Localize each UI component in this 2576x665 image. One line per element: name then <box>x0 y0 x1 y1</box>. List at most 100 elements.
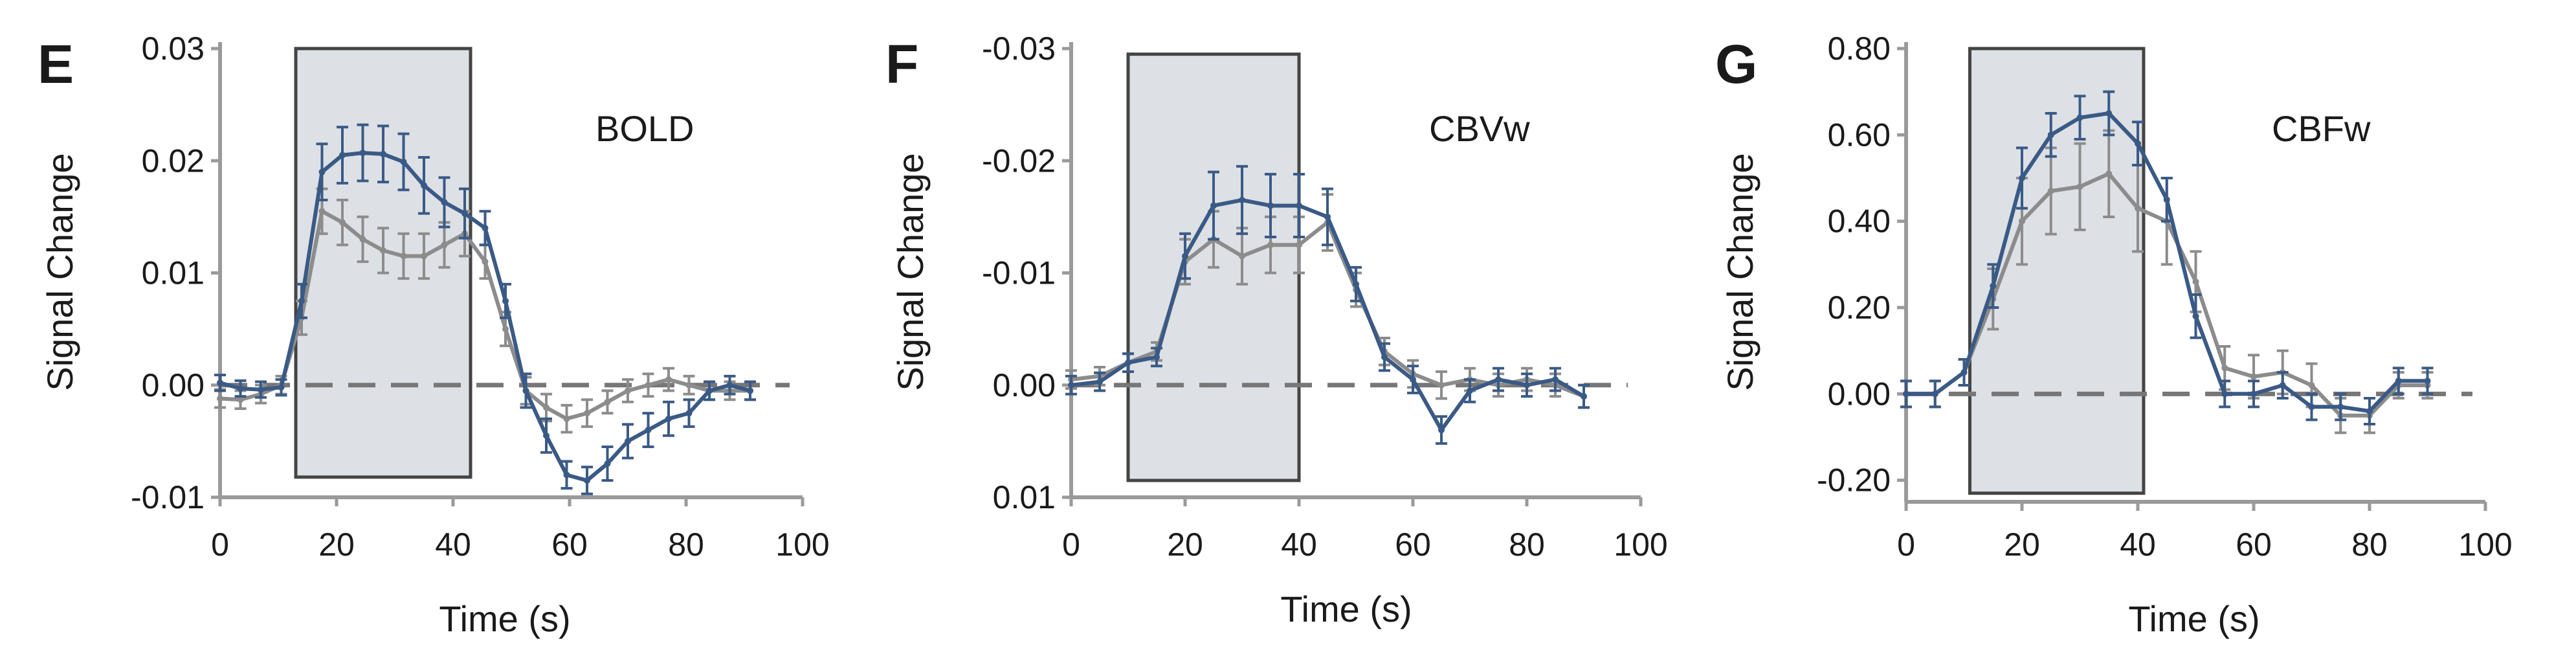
panel-e: E BOLD Signal Change Time (s) -0.01 0.00 0… <box>38 30 830 639</box>
data-point <box>604 460 611 468</box>
x-tick-label: 60 <box>1395 526 1431 563</box>
x-tick-label: 60 <box>2236 526 2272 563</box>
x-tick-label: 20 <box>318 526 355 563</box>
x-tick-label: 40 <box>2120 526 2156 563</box>
data-point <box>1410 376 1416 383</box>
data-point <box>318 208 326 215</box>
data-point <box>441 242 448 249</box>
data-point <box>421 182 427 189</box>
data-point <box>2192 278 2199 285</box>
x-tick-label: 80 <box>668 526 704 563</box>
panel-f: F CBVw Signal Change Time (s) 0.01 0.00 -0… <box>885 30 1668 629</box>
panel-g: G CBFw Signal Change Time (s) -0.20 0.00 0… <box>1715 30 2513 639</box>
x-tick-label: 0 <box>1897 526 1915 563</box>
data-point <box>747 387 753 394</box>
data-point <box>1210 202 1217 209</box>
data-point <box>1153 354 1160 361</box>
y-tick-label: -0.03 <box>982 30 1056 67</box>
data-point <box>359 150 366 157</box>
data-point <box>1296 202 1302 209</box>
data-point <box>1324 213 1331 220</box>
data-point <box>1960 369 1968 376</box>
y-tick-label: 0.03 <box>142 30 205 67</box>
data-point <box>1182 253 1188 260</box>
data-point <box>2308 403 2315 411</box>
y-tick-label: -0.02 <box>982 142 1056 179</box>
plot-area: -0.20 0.00 0.20 0.40 0.60 0.80 0 20 40 60 80 100 <box>1817 30 2513 563</box>
data-point <box>665 415 672 422</box>
x-tick-label: 80 <box>1509 526 1545 563</box>
x-tick-label: 100 <box>775 526 829 563</box>
data-point <box>2279 382 2286 389</box>
data-point <box>1552 376 1559 383</box>
data-point <box>604 398 611 405</box>
data-point <box>1267 242 1274 249</box>
data-point <box>645 381 652 389</box>
data-point <box>543 432 550 439</box>
data-point <box>482 258 489 265</box>
data-point <box>237 385 244 392</box>
panel-letter: E <box>38 34 74 95</box>
data-point <box>685 381 693 389</box>
data-point <box>2424 378 2431 385</box>
x-tick-label: 40 <box>1281 526 1317 563</box>
data-point <box>665 376 672 383</box>
x-tick-label: 20 <box>2004 526 2040 563</box>
y-tick-label: 0.02 <box>142 142 205 179</box>
plot-area: -0.01 0.00 0.01 0.02 0.03 0 20 40 60 80 100 <box>131 30 830 563</box>
data-point <box>217 379 223 387</box>
data-point <box>625 438 631 445</box>
data-point <box>2250 390 2257 398</box>
data-point <box>2221 390 2228 398</box>
data-point <box>563 471 570 479</box>
y-tick-label: -0.01 <box>982 255 1056 291</box>
data-point <box>1524 381 1530 389</box>
y-axis-label: Signal Change <box>1720 153 1760 390</box>
data-point <box>1467 387 1473 394</box>
data-point <box>1239 196 1245 203</box>
data-point <box>2192 313 2199 320</box>
data-point <box>1581 393 1587 400</box>
data-point <box>1438 381 1445 389</box>
x-tick-label: 20 <box>1167 526 1203 563</box>
data-point <box>2105 170 2113 177</box>
data-point <box>1495 376 1502 383</box>
x-axis-label: Time (s) <box>2128 598 2260 639</box>
data-point <box>502 326 509 333</box>
panel-title: CBVw <box>1429 108 1530 149</box>
data-point <box>339 152 346 159</box>
data-point <box>217 395 223 402</box>
data-point <box>1931 390 1938 398</box>
data-point <box>441 199 448 206</box>
data-point <box>318 168 326 175</box>
data-point <box>2135 140 2141 147</box>
data-point <box>258 386 264 393</box>
series-series-a <box>214 123 756 495</box>
panel-title: BOLD <box>595 108 694 149</box>
y-tick-label: 0.80 <box>1828 30 1891 67</box>
data-point <box>1296 242 1302 249</box>
data-point <box>2047 131 2054 139</box>
y-tick-label: -0.20 <box>1817 462 1891 499</box>
x-tick-label: 40 <box>435 526 471 563</box>
data-point <box>2076 114 2083 121</box>
panel-letter: F <box>885 34 918 95</box>
data-point <box>2105 110 2113 117</box>
data-point <box>2395 378 2402 385</box>
data-point <box>543 404 550 411</box>
x-tick-label: 100 <box>2458 526 2512 563</box>
data-point <box>2308 382 2315 389</box>
x-tick-label: 60 <box>551 526 588 563</box>
x-axis-label: Time (s) <box>439 598 570 639</box>
data-point <box>380 247 386 254</box>
data-point <box>2135 205 2141 212</box>
y-tick-label: 0.01 <box>142 255 205 291</box>
data-point <box>400 158 407 165</box>
y-tick-label: 0.40 <box>1828 203 1891 240</box>
data-point <box>278 384 285 391</box>
data-point <box>1438 427 1445 434</box>
y-tick-label: 0.01 <box>993 479 1056 515</box>
y-tick-label: -0.01 <box>131 479 205 515</box>
data-point <box>482 225 489 232</box>
data-point <box>1267 202 1274 209</box>
